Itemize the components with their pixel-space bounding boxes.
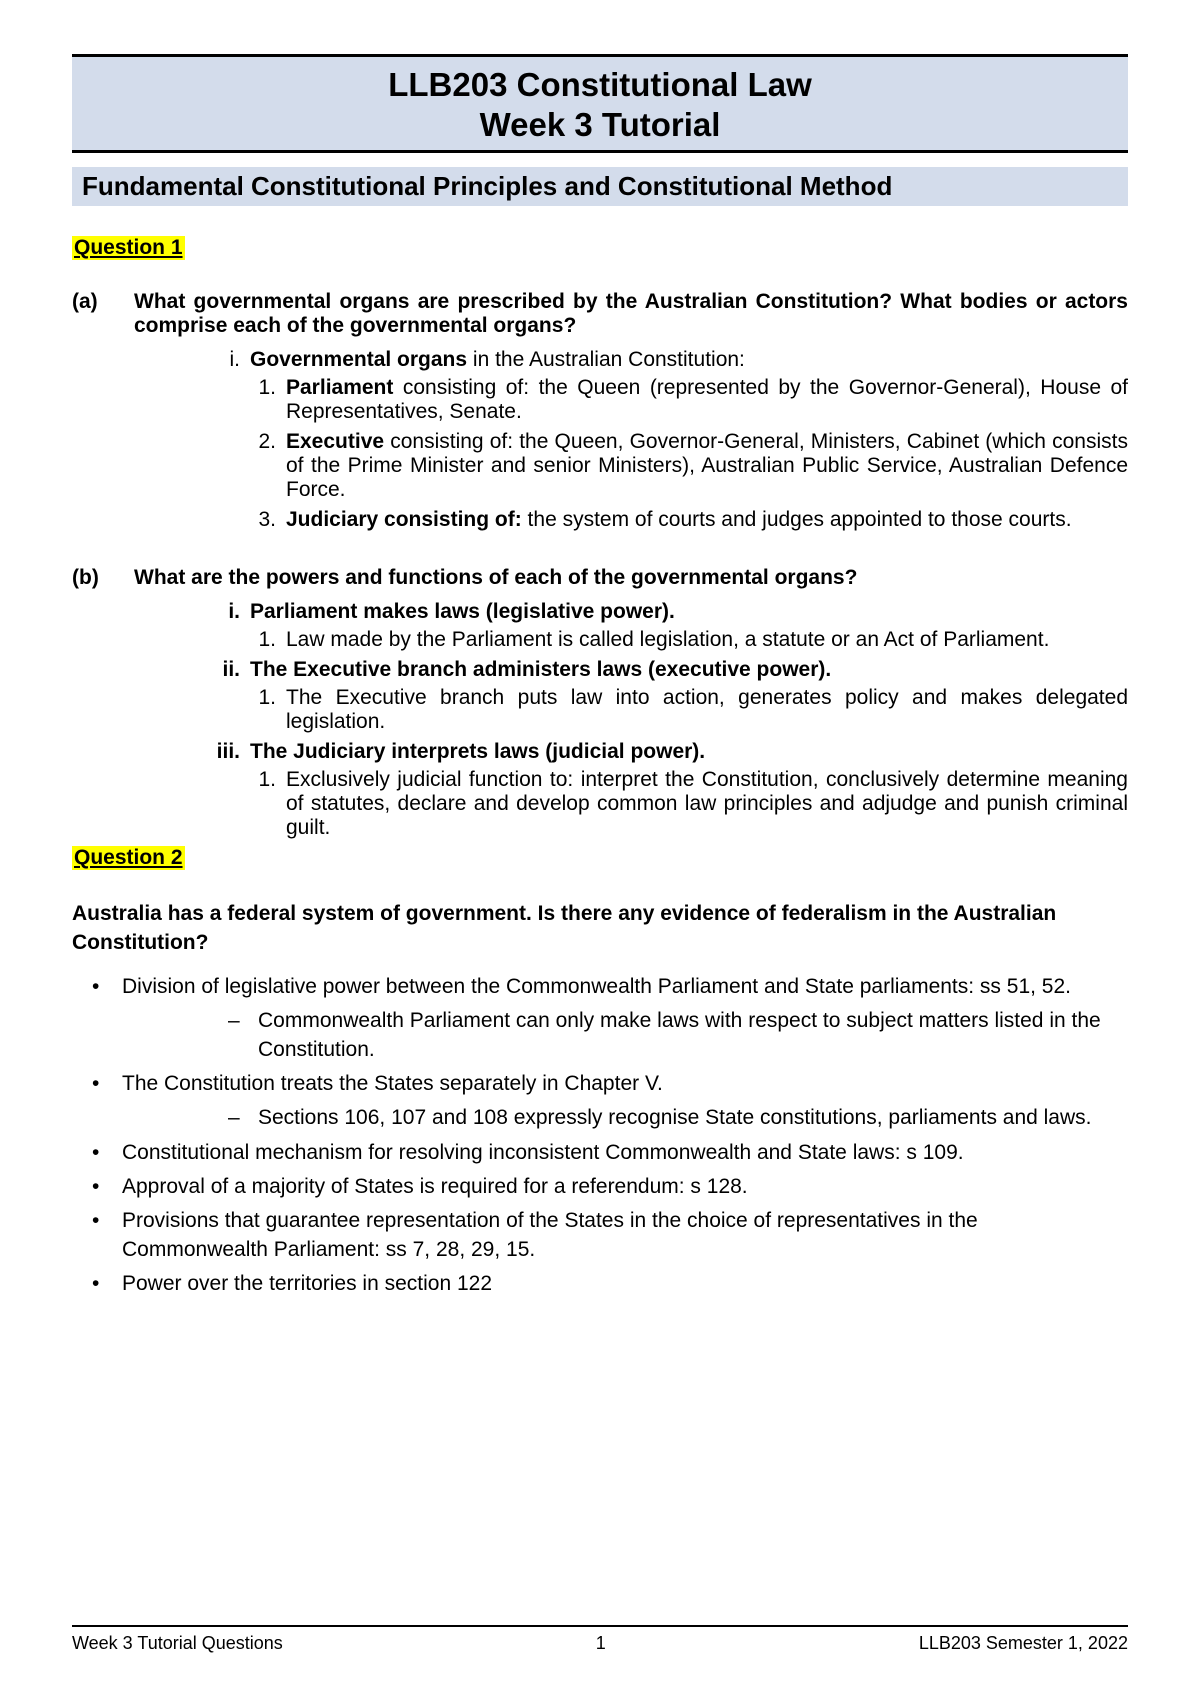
bullet-item: •Provisions that guarantee representatio… xyxy=(92,1207,1128,1264)
roman-body: Governmental organs in the Australian Co… xyxy=(250,348,1128,372)
question-1-heading: Question 1 xyxy=(72,236,185,260)
bullet-text: Power over the territories in section 12… xyxy=(122,1270,1128,1298)
roman-marker: ii. xyxy=(212,658,250,682)
sub-text: The Executive branch puts law into actio… xyxy=(286,686,1128,734)
question-2-heading: Question 2 xyxy=(72,846,185,870)
list-item: 1.The Executive branch puts law into act… xyxy=(256,686,1128,734)
part-prompt: What governmental organs are prescribed … xyxy=(134,290,1128,338)
num-marker: 1. xyxy=(256,768,286,840)
topic-title: Fundamental Constitutional Principles an… xyxy=(82,171,892,201)
bullet-item: •Approval of a majority of States is req… xyxy=(92,1173,1128,1201)
q1a-roman-list: i. Governmental organs in the Australian… xyxy=(212,348,1128,372)
bullet-item: •Constitutional mechanism for resolving … xyxy=(92,1139,1128,1167)
num-marker: 1. xyxy=(256,628,286,652)
list-item: 1. Parliament consisting of: the Queen (… xyxy=(256,376,1128,424)
bullet-marker: • xyxy=(92,1139,122,1167)
bullet-item: •Division of legislative power between t… xyxy=(92,973,1128,1001)
part-label: (b) xyxy=(72,566,134,590)
page-footer: Week 3 Tutorial Questions 1 LLB203 Semes… xyxy=(72,1625,1128,1654)
item-bold: Judiciary consisting of: xyxy=(286,508,522,531)
sub-text: Law made by the Parliament is called leg… xyxy=(286,628,1128,652)
dash-text: Commonwealth Parliament can only make la… xyxy=(258,1007,1128,1064)
bullet-item: •Power over the territories in section 1… xyxy=(92,1270,1128,1298)
footer-left: Week 3 Tutorial Questions xyxy=(72,1633,283,1654)
dash-text: Sections 106, 107 and 108 expressly reco… xyxy=(258,1104,1128,1132)
footer-right: LLB203 Semester 1, 2022 xyxy=(919,1633,1128,1654)
bullet-text: Division of legislative power between th… xyxy=(122,973,1128,1001)
roman-marker: i. xyxy=(212,600,250,624)
footer-page-number: 1 xyxy=(596,1633,606,1654)
bullet-marker: • xyxy=(92,973,122,1001)
num-marker: 1. xyxy=(256,686,286,734)
bullet-marker: • xyxy=(92,1173,122,1201)
bullet-text: The Constitution treats the States separ… xyxy=(122,1070,1128,1098)
list-item: 1.Exclusively judicial function to: inte… xyxy=(256,768,1128,840)
item-bold: Parliament xyxy=(286,376,393,399)
dash-marker: – xyxy=(228,1104,258,1132)
course-title: LLB203 Constitutional Law xyxy=(72,65,1128,105)
bullet-text: Approval of a majority of States is requ… xyxy=(122,1173,1128,1201)
bullet-marker: • xyxy=(92,1270,122,1298)
dash-item: –Sections 106, 107 and 108 expressly rec… xyxy=(228,1104,1128,1132)
q1b-roman-list: i.Parliament makes laws (legislative pow… xyxy=(212,600,1128,624)
part-prompt: What are the powers and functions of eac… xyxy=(134,566,1128,590)
q1a-num-list: 1. Parliament consisting of: the Queen (… xyxy=(256,376,1128,532)
q1-part-a: (a) What governmental organs are prescri… xyxy=(72,290,1128,338)
dash-marker: – xyxy=(228,1007,258,1064)
roman-heading: The Judiciary interprets laws (judicial … xyxy=(250,740,1128,764)
bullet-text: Provisions that guarantee representation… xyxy=(122,1207,1128,1264)
title-banner: LLB203 Constitutional Law Week 3 Tutoria… xyxy=(72,54,1128,153)
bullet-text: Constitutional mechanism for resolving i… xyxy=(122,1139,1128,1167)
num-marker: 2. xyxy=(256,430,286,502)
bullet-marker: • xyxy=(92,1070,122,1098)
q2-prompt: Australia has a federal system of govern… xyxy=(72,900,1128,957)
bullet-marker: • xyxy=(92,1207,122,1264)
roman-heading: The Executive branch administers laws (e… xyxy=(250,658,1128,682)
list-item: 1.Law made by the Parliament is called l… xyxy=(256,628,1128,652)
item-bold: Executive xyxy=(286,430,384,453)
item-rest: consisting of: the Queen, Governor-Gener… xyxy=(286,430,1128,501)
lead-rest: in the Australian Constitution: xyxy=(467,348,745,371)
subtitle-banner: Fundamental Constitutional Principles an… xyxy=(72,167,1128,206)
item-rest: consisting of: the Queen (represented by… xyxy=(286,376,1128,423)
list-item: 3. Judiciary consisting of: the system o… xyxy=(256,508,1128,532)
roman-marker: i. xyxy=(212,348,250,372)
lead-bold: Governmental organs xyxy=(250,348,467,371)
q1-part-b: (b) What are the powers and functions of… xyxy=(72,566,1128,590)
roman-marker: iii. xyxy=(212,740,250,764)
part-label: (a) xyxy=(72,290,134,338)
dash-item: –Commonwealth Parliament can only make l… xyxy=(228,1007,1128,1064)
roman-heading: Parliament makes laws (legislative power… xyxy=(250,600,1128,624)
sub-text: Exclusively judicial function to: interp… xyxy=(286,768,1128,840)
bullet-item: •The Constitution treats the States sepa… xyxy=(92,1070,1128,1098)
q2-bullet-list: •Division of legislative power between t… xyxy=(92,973,1128,1001)
num-marker: 1. xyxy=(256,376,286,424)
list-item: 2. Executive consisting of: the Queen, G… xyxy=(256,430,1128,502)
week-title: Week 3 Tutorial xyxy=(72,105,1128,145)
num-marker: 3. xyxy=(256,508,286,532)
item-rest: the system of courts and judges appointe… xyxy=(522,508,1072,531)
